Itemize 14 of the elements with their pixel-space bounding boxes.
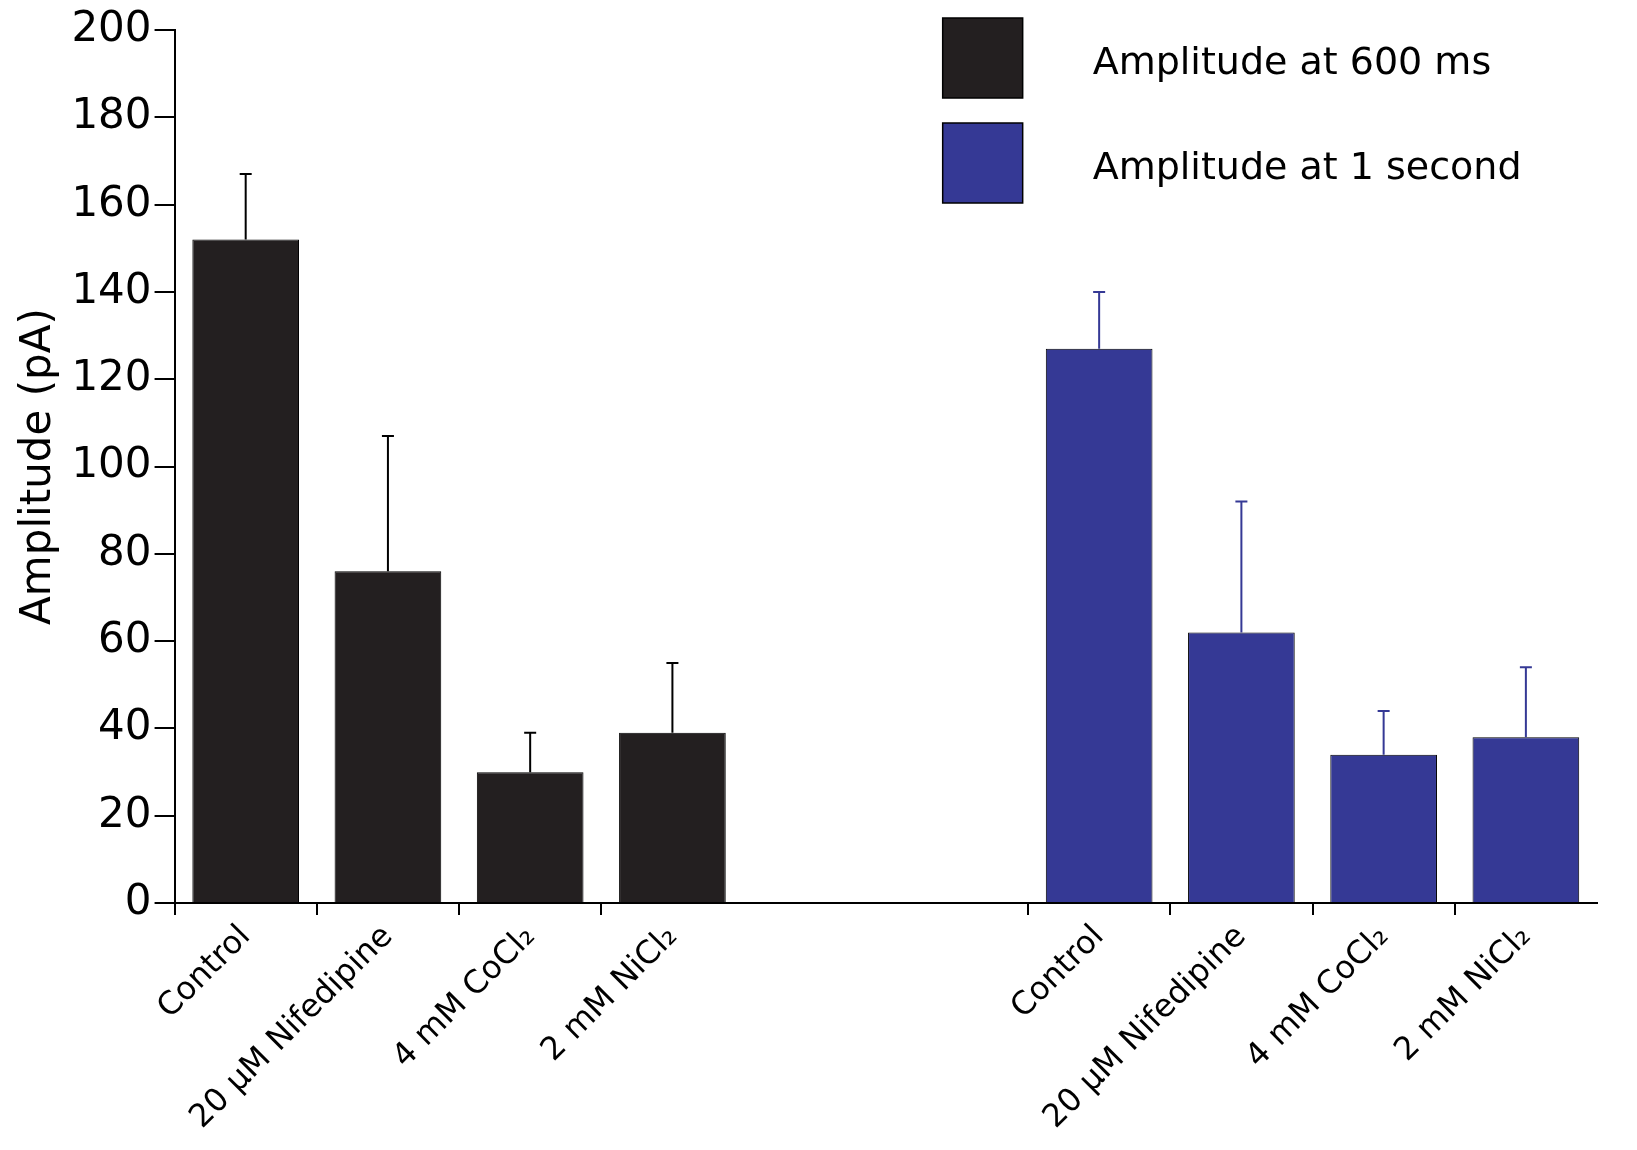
y-tick-label: 40 (98, 700, 152, 750)
legend-label: Amplitude at 1 second (1092, 143, 1522, 188)
y-tick-label: 160 (71, 176, 152, 226)
y-tick-label: 60 (98, 613, 152, 663)
y-tick-label: 80 (98, 525, 152, 575)
y-tick-label: 0 (124, 874, 152, 924)
y-axis-title: Amplitude (pA) (11, 308, 61, 625)
y-tick-label: 200 (71, 1, 152, 51)
y-tick-label: 120 (71, 351, 152, 401)
y-tick-label: 140 (71, 263, 152, 313)
y-tick-label: 180 (71, 89, 152, 139)
y-tick-label: 100 (71, 438, 152, 488)
y-tick-label: 20 (98, 787, 152, 837)
legend-label: Amplitude at 600 ms (1092, 38, 1492, 83)
